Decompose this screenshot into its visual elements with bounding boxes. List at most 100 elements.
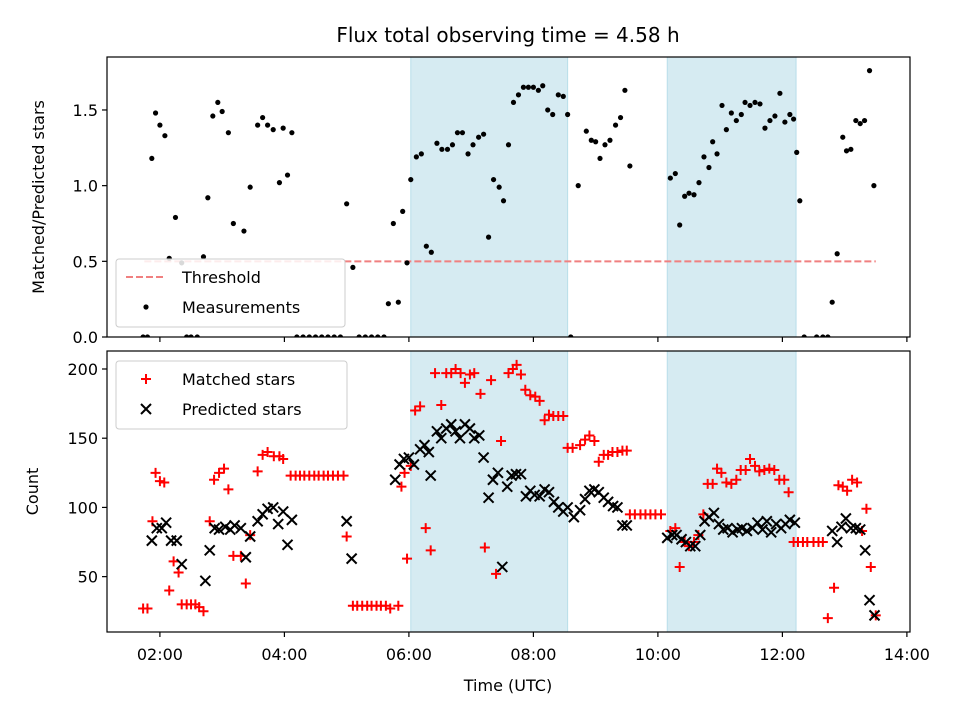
shaded-span: [410, 56, 569, 338]
data-point: [568, 334, 574, 337]
data-point: [674, 561, 685, 572]
data-point: [146, 534, 158, 547]
data-point: [848, 146, 854, 152]
data-point: [593, 456, 604, 467]
y-tick-label: 50: [78, 568, 98, 587]
legend-box: [115, 258, 346, 328]
data-point: [738, 111, 744, 118]
data-point: [501, 480, 513, 493]
data-point: [754, 466, 765, 477]
data-point: [413, 154, 419, 160]
data-point: [173, 567, 184, 578]
x-tick-label: 02:00: [137, 645, 183, 664]
data-point: [278, 453, 289, 464]
data-point: [213, 523, 225, 536]
data-point: [154, 476, 165, 487]
data-point: [767, 117, 773, 124]
data-point: [459, 377, 470, 388]
legend: Threshold Measurements: [115, 258, 346, 328]
data-point: [535, 87, 541, 93]
data-point: [543, 409, 554, 420]
data-point: [510, 468, 522, 480]
data-point: [395, 299, 401, 305]
data-point: [491, 568, 502, 579]
data-point: [341, 531, 352, 542]
data-point: [843, 148, 850, 154]
data-point: [525, 84, 532, 90]
data-point: [337, 334, 344, 337]
data-point: [567, 442, 578, 453]
data-point: [325, 334, 331, 337]
x-tick-label: 12:00: [759, 645, 805, 664]
data-point: [622, 87, 628, 93]
data-point: [589, 435, 600, 446]
data-point: [331, 334, 337, 337]
data-point: [829, 582, 840, 593]
legend-plus-swatch: [141, 374, 151, 384]
data-point: [794, 149, 800, 155]
data-point: [235, 522, 247, 534]
data-point: [188, 334, 194, 337]
data-point: [209, 474, 220, 485]
panel-1: 50 100 150 200 02:00 04:00 06:00 08:00 10:00 12:0…: [67, 350, 930, 664]
data-point: [252, 466, 263, 477]
data-point: [404, 260, 410, 266]
data-point: [790, 116, 797, 122]
data-point: [616, 519, 629, 532]
data-point: [677, 222, 683, 228]
data-point: [424, 469, 437, 482]
data-point: [350, 264, 356, 270]
data-point: [277, 505, 289, 518]
data-point: [543, 486, 555, 498]
data-point: [694, 529, 706, 541]
data-point: [706, 164, 712, 171]
data-point: [787, 111, 793, 118]
data-point: [602, 142, 608, 148]
data-point: [286, 514, 298, 526]
data-point: [396, 481, 407, 492]
data-point: [157, 122, 163, 128]
data-point: [240, 551, 252, 563]
shaded-span: [666, 56, 797, 338]
data-point: [666, 529, 678, 541]
data-point: [627, 163, 633, 169]
data-point: [817, 537, 828, 548]
data-point: [742, 99, 748, 106]
data-point: [144, 334, 151, 337]
data-point: [842, 485, 853, 496]
data-point: [731, 474, 742, 485]
data-point: [219, 108, 225, 115]
data-point: [723, 127, 729, 133]
legend-x-swatch: [140, 403, 152, 415]
data-point: [362, 334, 368, 337]
data-point: [825, 334, 831, 337]
data-point: [505, 142, 512, 148]
data-point: [344, 201, 350, 207]
data-point: [469, 368, 480, 379]
data-point: [747, 102, 753, 109]
data-point: [840, 134, 846, 140]
data-point: [490, 176, 497, 183]
data-point: [464, 422, 476, 435]
data-point: [482, 492, 495, 504]
data-point: [204, 544, 216, 557]
data-point: [162, 133, 168, 139]
data-point: [481, 131, 487, 137]
data-point: [476, 134, 482, 140]
data-point: [719, 102, 725, 109]
data-point: [479, 542, 490, 553]
data-point: [797, 198, 803, 204]
data-point: [520, 384, 531, 395]
data-point: [415, 401, 426, 412]
series-matched-stars: [138, 359, 881, 624]
data-point: [525, 390, 536, 401]
data-point: [575, 183, 581, 189]
data-point: [423, 446, 435, 458]
data-point: [276, 180, 283, 186]
data-point: [510, 99, 517, 106]
data-point: [445, 418, 457, 431]
data-point: [865, 561, 876, 572]
data-point: [140, 334, 146, 337]
data-point: [389, 474, 401, 486]
